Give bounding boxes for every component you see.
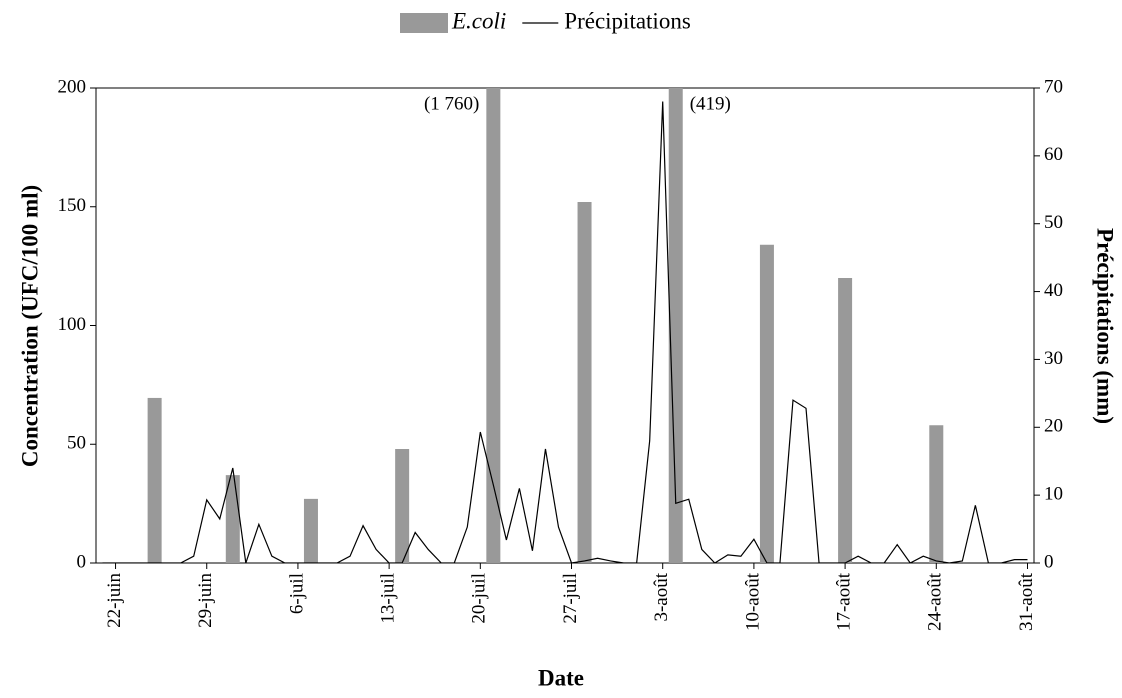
- x-tick-label: 22-juin: [104, 573, 125, 628]
- y-tick-label: 200: [58, 76, 87, 97]
- x-tick-label: 3-août: [651, 572, 672, 621]
- bar: [577, 202, 592, 563]
- plot-area: [102, 88, 1028, 563]
- bar: [486, 88, 501, 563]
- x-tick-label: 20-juil: [469, 573, 490, 624]
- y2-tick-label: 40: [1044, 280, 1063, 301]
- y-tick-label: 0: [77, 551, 87, 572]
- y-tick-label: 150: [58, 195, 87, 216]
- precip-line: [102, 101, 1028, 563]
- bar: [668, 88, 683, 563]
- x-tick-label: 29-juin: [195, 573, 216, 628]
- y2-axis-title: Précipitations (mm): [1093, 228, 1118, 424]
- legend-label: Précipitations: [564, 8, 691, 33]
- x-tick-label: 31-août: [1016, 572, 1037, 631]
- bar: [929, 425, 944, 563]
- y2-tick-label: 70: [1044, 76, 1063, 97]
- bar: [759, 244, 774, 563]
- x-tick-label: 27-juil: [560, 573, 581, 624]
- x-tick-label: 10-août: [742, 572, 763, 631]
- legend-swatch: [400, 13, 448, 33]
- y-axis-title: Concentration (UFC/100 ml): [17, 185, 42, 467]
- value-label: (1 760): [424, 93, 479, 114]
- x-tick-label: 13-juil: [377, 573, 398, 624]
- y2-tick-label: 30: [1044, 348, 1063, 369]
- x-tick-label: 6-juil: [286, 573, 307, 614]
- x-tick-label: 17-août: [833, 572, 854, 631]
- y2-tick-label: 60: [1044, 144, 1063, 165]
- y2-tick-label: 0: [1044, 551, 1054, 572]
- y2-tick-label: 20: [1044, 416, 1063, 437]
- y-tick-label: 50: [67, 433, 86, 454]
- x-axis-title: Date: [538, 665, 584, 690]
- x-tick-label: 24-août: [925, 572, 946, 631]
- bar: [303, 498, 318, 563]
- bar: [395, 449, 410, 563]
- y2-tick-label: 10: [1044, 484, 1063, 505]
- legend-label: E.coli: [451, 8, 506, 33]
- bar: [147, 397, 162, 563]
- bar: [838, 278, 853, 563]
- y-tick-label: 100: [58, 314, 87, 335]
- value-label: (419): [690, 93, 731, 114]
- y2-tick-label: 50: [1044, 212, 1063, 233]
